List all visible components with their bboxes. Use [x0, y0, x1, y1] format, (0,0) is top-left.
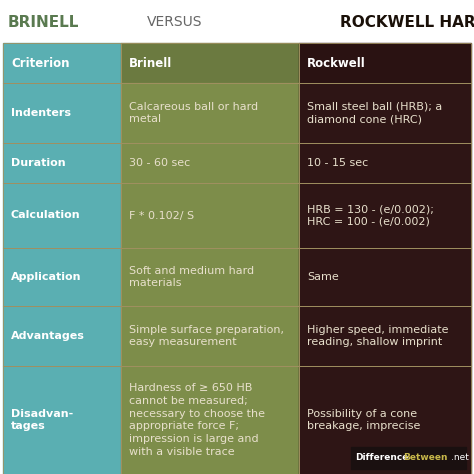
Bar — [3, 366, 121, 474]
Bar — [3, 248, 121, 306]
Bar — [299, 366, 471, 474]
Bar — [121, 248, 299, 306]
Bar — [121, 306, 299, 366]
Bar — [121, 183, 299, 248]
Bar — [121, 83, 299, 143]
Text: Calcareous ball or hard
metal: Calcareous ball or hard metal — [129, 101, 258, 124]
Bar — [299, 366, 471, 474]
Bar — [121, 248, 299, 306]
Bar — [121, 83, 299, 143]
Text: Simple surface preparation,
easy measurement: Simple surface preparation, easy measure… — [129, 325, 284, 347]
Bar — [299, 183, 471, 248]
Text: Application: Application — [11, 272, 82, 282]
Text: F * 0.102/ S: F * 0.102/ S — [129, 210, 194, 220]
Text: Calculation: Calculation — [11, 210, 81, 220]
Bar — [351, 447, 466, 469]
Text: .net: .net — [451, 454, 469, 463]
Text: Small steel ball (HRB); a
diamond cone (HRC): Small steel ball (HRB); a diamond cone (… — [307, 101, 442, 124]
Bar — [121, 43, 299, 83]
Text: Advantages: Advantages — [11, 331, 85, 341]
Bar — [3, 183, 121, 248]
Bar — [3, 306, 121, 366]
Bar — [299, 43, 471, 83]
Bar — [3, 306, 121, 366]
Bar — [3, 43, 121, 83]
Bar — [299, 248, 471, 306]
Text: Criterion: Criterion — [11, 56, 70, 70]
Text: Soft and medium hard
materials: Soft and medium hard materials — [129, 265, 254, 288]
Text: Duration: Duration — [11, 158, 65, 168]
Bar — [121, 366, 299, 474]
Bar — [3, 43, 121, 83]
Bar — [121, 366, 299, 474]
Text: VERSUS: VERSUS — [147, 15, 203, 29]
Bar — [299, 43, 471, 83]
Text: Disadvan-
tages: Disadvan- tages — [11, 409, 73, 431]
Bar — [299, 306, 471, 366]
Text: Between: Between — [403, 454, 447, 463]
Text: BRINELL: BRINELL — [8, 15, 79, 29]
Bar — [299, 83, 471, 143]
Bar — [3, 143, 121, 183]
Text: 10 - 15 sec: 10 - 15 sec — [307, 158, 368, 168]
Bar — [3, 183, 121, 248]
Bar — [121, 183, 299, 248]
Bar — [121, 143, 299, 183]
Text: ROCKWELL HARDNESS: ROCKWELL HARDNESS — [340, 15, 474, 29]
Bar — [299, 143, 471, 183]
Bar — [3, 143, 121, 183]
Bar — [299, 143, 471, 183]
Bar — [3, 248, 121, 306]
Text: Rockwell: Rockwell — [307, 56, 366, 70]
Text: Indenters: Indenters — [11, 108, 71, 118]
Bar — [3, 366, 121, 474]
Bar — [299, 83, 471, 143]
Text: Higher speed, immediate
reading, shallow imprint: Higher speed, immediate reading, shallow… — [307, 325, 448, 347]
Bar — [299, 183, 471, 248]
Bar — [299, 306, 471, 366]
Text: Brinell: Brinell — [129, 56, 172, 70]
Bar — [121, 43, 299, 83]
Bar — [3, 83, 121, 143]
Text: Same: Same — [307, 272, 339, 282]
Text: Possibility of a cone
breakage, imprecise: Possibility of a cone breakage, imprecis… — [307, 409, 420, 431]
Bar — [3, 83, 121, 143]
Text: 30 - 60 sec: 30 - 60 sec — [129, 158, 190, 168]
Bar — [121, 306, 299, 366]
Text: Hardness of ≥ 650 HB
cannot be measured;
necessary to choose the
appropriate for: Hardness of ≥ 650 HB cannot be measured;… — [129, 383, 265, 457]
Text: HRB = 130 - (e/0.002);
HRC = 100 - (e/0.002): HRB = 130 - (e/0.002); HRC = 100 - (e/0.… — [307, 204, 434, 227]
Text: Difference: Difference — [355, 454, 409, 463]
Bar — [121, 143, 299, 183]
Bar — [299, 248, 471, 306]
